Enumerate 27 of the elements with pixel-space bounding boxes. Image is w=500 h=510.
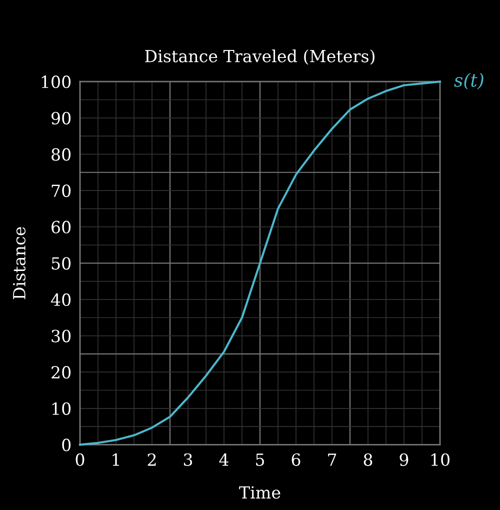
- y-tick-label: 100: [42, 76, 71, 88]
- y-tick-label: 80: [52, 148, 71, 161]
- y-tick-label: 90: [52, 112, 71, 124]
- y-tick-label: 70: [52, 184, 71, 198]
- x-tick-label: 0: [76, 453, 84, 466]
- y-tick-label: 50: [52, 257, 71, 270]
- x-tick-label: 10: [431, 453, 450, 466]
- x-tick-label: 9: [400, 453, 408, 466]
- y-tick-label: 0: [62, 438, 71, 452]
- x-tick-label: 3: [184, 453, 192, 466]
- y-tick-label: 30: [52, 330, 71, 342]
- x-tick-label: 7: [328, 454, 336, 466]
- chart-title: Distance Traveled (Meters): [145, 49, 374, 65]
- y-tick-label: 10: [52, 402, 71, 415]
- y-tick-label: 60: [52, 220, 71, 234]
- x-tick-label: 2: [148, 453, 156, 466]
- series-label: s(t): [454, 72, 484, 90]
- y-tick-label: 40: [50, 293, 71, 306]
- x-axis-title: Time: [239, 486, 280, 499]
- x-tick-label: 4: [219, 453, 228, 466]
- x-tick-label: 1: [112, 453, 119, 466]
- x-tick-label: 6: [292, 453, 300, 466]
- y-tick-label: 20: [52, 366, 71, 379]
- x-tick-label: 5: [256, 454, 264, 466]
- line-series: [78, 80, 442, 446]
- x-tick-label: 8: [364, 453, 372, 466]
- y-axis-title: Distance: [13, 227, 26, 300]
